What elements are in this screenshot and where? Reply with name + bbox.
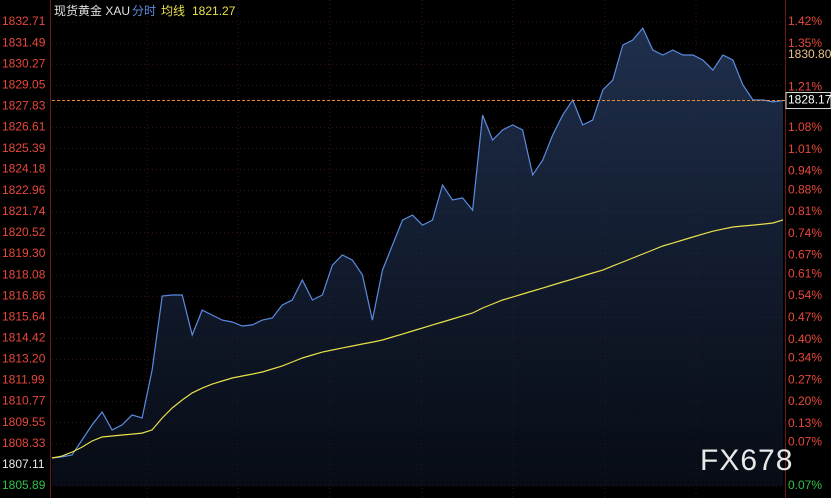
- y2-tick-label: 0.88%: [788, 182, 822, 196]
- average-line: [51, 219, 784, 459]
- y2-tick-label: 0.74%: [788, 226, 822, 240]
- y2-tick-label: 0.54%: [788, 288, 822, 302]
- y-tick-label: 1824.18: [2, 162, 46, 176]
- y-tick-label: 1814.42: [2, 331, 46, 345]
- y-tick-label: 1825.39: [2, 141, 46, 155]
- watermark: FX678: [700, 444, 793, 477]
- price-area: [52, 28, 783, 486]
- y-tick-label: 1813.20: [2, 352, 46, 366]
- price-line: [51, 26, 784, 459]
- price-tag: [785, 92, 831, 110]
- price-tag: [786, 47, 831, 64]
- y2-tick-label: 0.07%: [788, 435, 822, 449]
- y-tick-label: 1808.33: [2, 436, 46, 450]
- y-tick-label: 1829.05: [2, 77, 46, 91]
- y-tick-label: 1827.83: [2, 99, 46, 113]
- y-tick-label: 1820.52: [2, 225, 46, 239]
- y2-tick-label: 0.94%: [788, 164, 822, 178]
- y-tick-label: 1821.74: [2, 204, 46, 218]
- y-tick-label: 1826.61: [2, 120, 46, 134]
- y2-tick-label: 0.07%: [788, 478, 822, 492]
- y2-tick-label: 0.47%: [788, 310, 822, 324]
- y2-tick-label: 0.27%: [788, 372, 822, 386]
- legend-entry: 分时: [132, 4, 156, 18]
- y-tick-label: 1831.49: [2, 35, 46, 49]
- y-tick-label: 1815.64: [2, 309, 46, 323]
- y-tick-label: 1809.55: [2, 415, 46, 429]
- y-tick-label: 1811.99: [2, 373, 45, 387]
- y-tick-label: 1822.96: [2, 183, 46, 197]
- y2-tick-label: 0.61%: [788, 266, 822, 280]
- y2-tick-label: 0.40%: [788, 332, 822, 346]
- y-tick-label: 1819.30: [2, 246, 46, 260]
- price-tag-label: 1828.17: [788, 93, 831, 107]
- y2-tick-label: 0.13%: [788, 416, 822, 430]
- legend-value: 1821.27: [192, 4, 236, 18]
- price-tag-label: 1830.80: [788, 47, 831, 61]
- y-tick-label: 1807.11: [2, 457, 45, 471]
- legend-entry: 均线: [161, 4, 185, 18]
- y-tick-label: 1830.27: [2, 56, 46, 70]
- y2-tick-label: 0.20%: [788, 394, 822, 408]
- chart-title: 现货黄金 XAU: [54, 3, 130, 18]
- y2-tick-label: 0.81%: [788, 204, 822, 218]
- y-tick-label: 1816.86: [2, 288, 46, 302]
- y2-tick-label: 1.08%: [788, 120, 822, 134]
- y2-tick-label: 1.42%: [788, 14, 822, 28]
- y2-tick-label: 1.21%: [788, 80, 822, 94]
- y-tick-label: 1810.77: [2, 394, 46, 408]
- y-tick-label: 1818.08: [2, 267, 46, 281]
- y2-tick-label: 0.34%: [788, 350, 822, 364]
- y2-tick-label: 0.67%: [788, 248, 822, 262]
- y2-tick-label: 1.35%: [788, 36, 822, 50]
- y-tick-label: 1832.71: [2, 14, 46, 28]
- y2-tick-label: 1.01%: [788, 142, 822, 156]
- y-tick-label: 1805.89: [2, 478, 46, 492]
